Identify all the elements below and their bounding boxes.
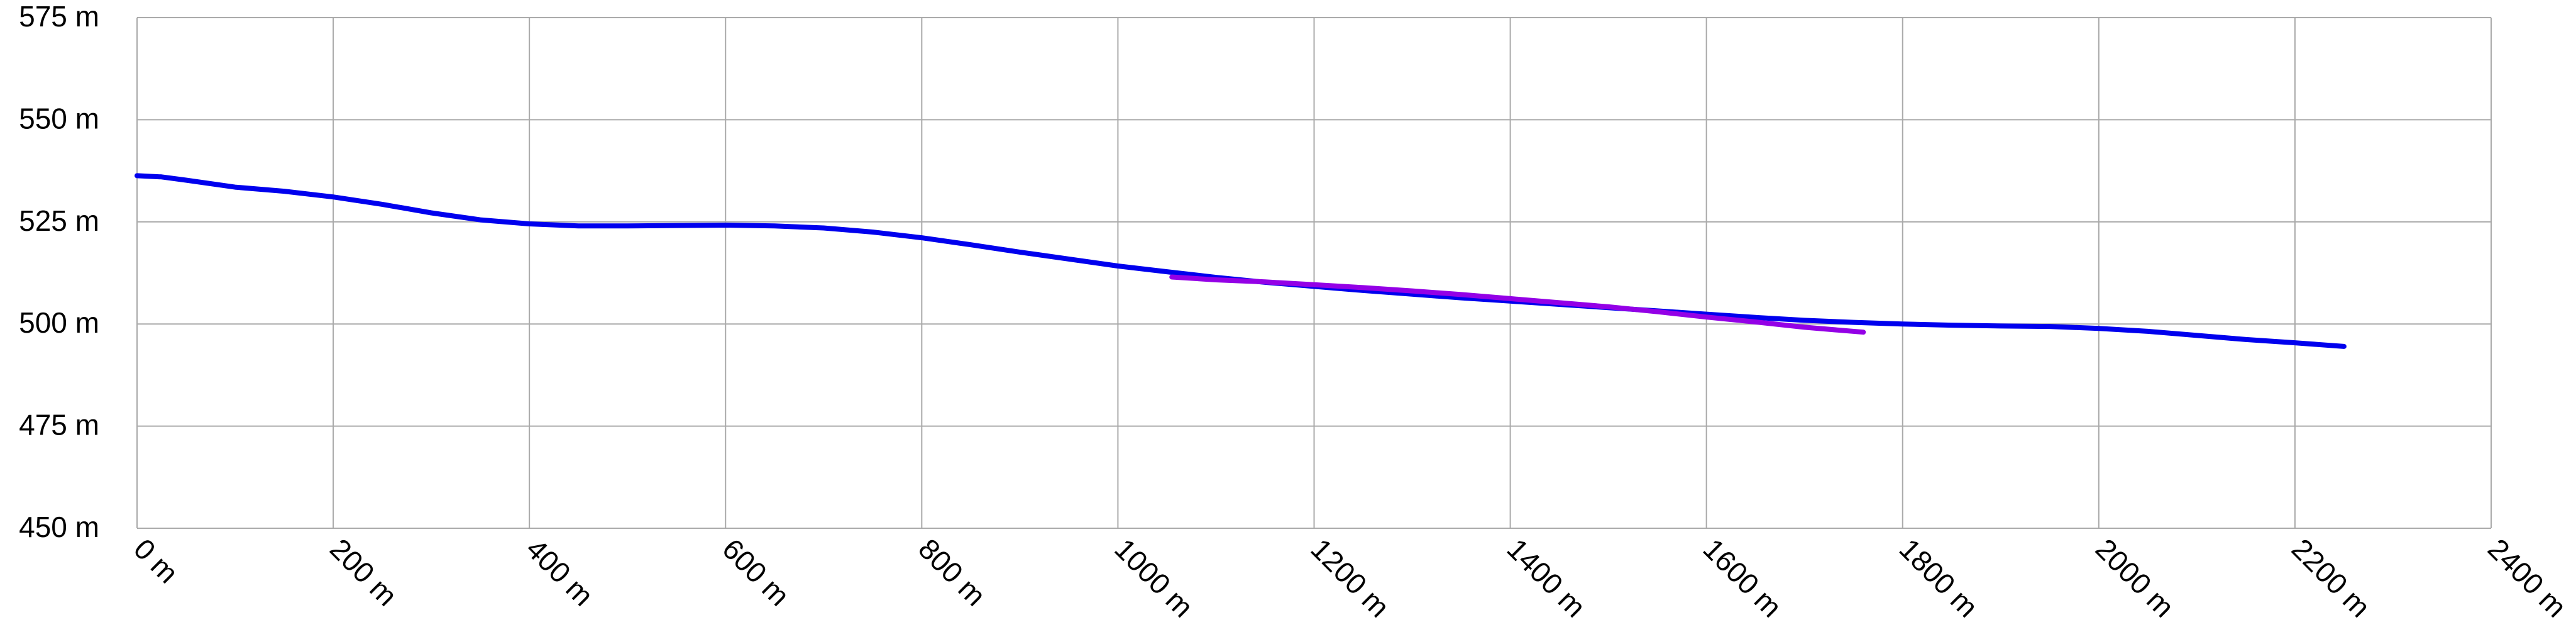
x-tick-label: 1400 m — [1501, 532, 1592, 623]
x-tick-label: 600 m — [716, 532, 796, 612]
x-tick-label: 2000 m — [2089, 532, 2181, 623]
x-tick-label: 1600 m — [1697, 532, 1788, 623]
y-tick-label: 575 m — [19, 0, 99, 33]
x-tick-label: 0 m — [128, 532, 185, 589]
y-tick-label: 500 m — [19, 306, 99, 339]
x-tick-label: 2400 m — [2482, 532, 2573, 623]
x-tick-label: 1200 m — [1304, 532, 1395, 623]
y-tick-label: 525 m — [19, 204, 99, 237]
x-tick-label: 1800 m — [1893, 532, 1984, 623]
y-axis-labels: 450 m 475 m 500 m 525 m 550 m 575 m — [19, 0, 99, 543]
series-lines — [135, 173, 2347, 349]
y-tick-label: 550 m — [19, 102, 99, 135]
x-tick-label: 2200 m — [2286, 532, 2377, 623]
y-tick-label: 450 m — [19, 511, 99, 543]
x-tick-label: 800 m — [912, 532, 992, 612]
x-tick-label: 200 m — [324, 532, 404, 612]
series-line-1 — [135, 173, 2347, 349]
x-tick-label: 1000 m — [1108, 532, 1199, 623]
y-tick-label: 475 m — [19, 409, 99, 441]
series-line-2 — [1169, 274, 1866, 335]
x-tick-label: 400 m — [520, 532, 600, 612]
grid — [136, 17, 2492, 529]
x-axis-labels: 0 m 200 m 400 m 600 m 800 m 1000 m 1200 m 1400 … — [128, 532, 2573, 623]
